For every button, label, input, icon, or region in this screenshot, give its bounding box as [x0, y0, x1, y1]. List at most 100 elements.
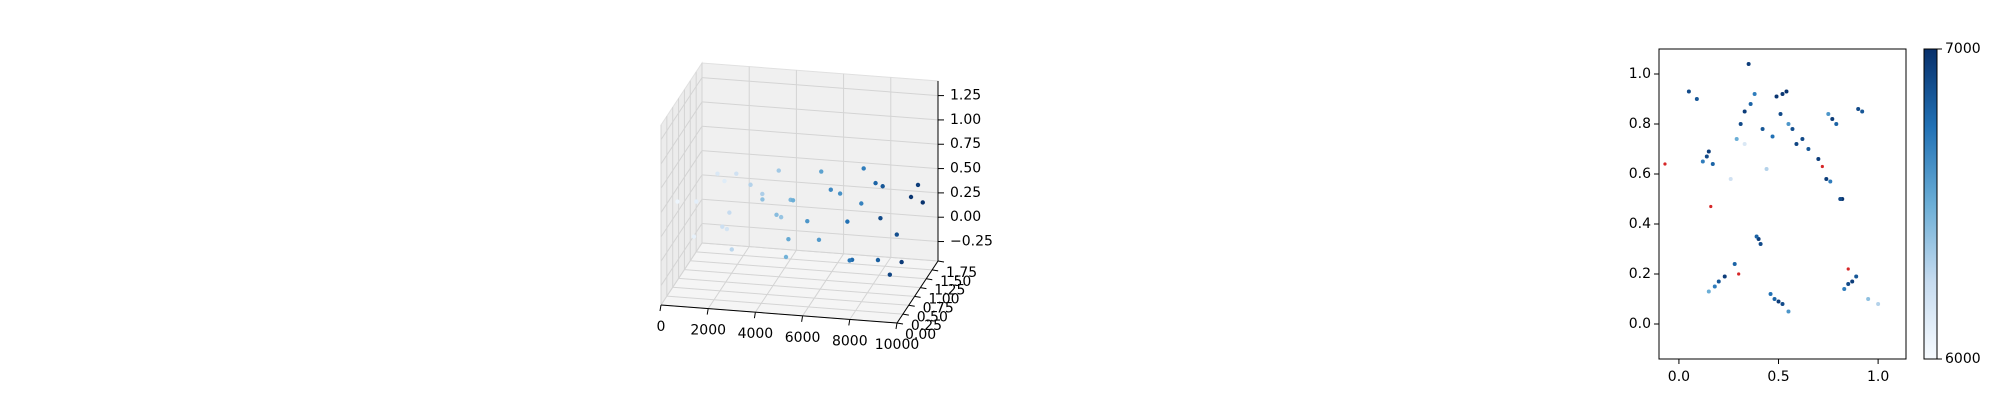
y-tick-label: 0.50	[917, 309, 948, 325]
z-tick-label: 0.00	[950, 209, 981, 225]
z-tick-label: 1.25	[950, 88, 981, 104]
x-tick-label: 6000	[785, 330, 821, 346]
point	[875, 257, 881, 263]
grid-line	[660, 101, 703, 165]
y-tick-label: 0.25	[911, 318, 942, 334]
point	[1866, 297, 1871, 301]
y-tick-label: 0.0	[1629, 316, 1651, 332]
point	[1824, 177, 1829, 181]
x-tick-label: 1.0	[1867, 369, 1889, 385]
point	[760, 197, 765, 202]
point	[1716, 279, 1721, 284]
y-tick-label: 0.6	[1629, 166, 1651, 182]
point	[1732, 262, 1737, 266]
point	[720, 224, 725, 229]
z-tick-label: −0.25	[950, 234, 993, 250]
point	[1700, 159, 1705, 164]
grid-line	[754, 249, 797, 313]
point	[805, 218, 810, 224]
grid-line	[678, 277, 915, 297]
grid-line	[701, 77, 939, 97]
point	[1794, 142, 1799, 146]
tick-mark	[896, 322, 904, 325]
point	[1768, 292, 1773, 296]
grid-line	[660, 174, 703, 238]
point	[786, 236, 791, 242]
point	[1776, 299, 1781, 304]
point	[694, 199, 699, 204]
point	[1778, 112, 1783, 116]
point	[1774, 94, 1779, 99]
y-tick-label: 0.2	[1629, 266, 1651, 282]
point	[1734, 137, 1739, 141]
point	[1856, 107, 1861, 111]
point	[1784, 89, 1789, 94]
point	[1834, 122, 1839, 126]
point	[1828, 179, 1833, 184]
point	[894, 232, 899, 237]
point	[915, 182, 921, 188]
colorbar-tick-label: 6000	[1945, 351, 1981, 367]
point	[1786, 122, 1791, 126]
point	[837, 191, 843, 196]
point	[1780, 92, 1785, 96]
grid-line	[660, 125, 703, 189]
y-tick-label: 1.50	[940, 274, 971, 290]
z-tick-label: 0.25	[950, 185, 981, 201]
point	[1746, 62, 1751, 66]
point	[778, 214, 784, 220]
point	[1760, 127, 1765, 131]
tick-mark	[895, 322, 898, 330]
tick-mark	[908, 304, 915, 307]
point	[1748, 102, 1753, 106]
point	[1742, 142, 1747, 146]
point	[1710, 162, 1715, 166]
point	[1694, 97, 1699, 101]
grid-line	[660, 77, 703, 140]
point	[1722, 274, 1727, 279]
y-axis-line	[896, 260, 939, 324]
x-tick-label: 0	[657, 319, 666, 335]
point	[1738, 122, 1743, 126]
grid-line	[660, 150, 703, 213]
highlight-point	[1663, 162, 1667, 166]
point	[1842, 287, 1847, 291]
grid-line	[690, 260, 927, 280]
point	[887, 272, 893, 277]
tick-mark	[848, 319, 851, 326]
grid-line	[660, 198, 703, 262]
point	[845, 219, 850, 224]
point	[1806, 147, 1811, 151]
grid-line	[802, 253, 845, 317]
y-tick-label: 1.00	[928, 292, 959, 308]
grid-line	[672, 286, 909, 306]
grid-line	[696, 251, 933, 271]
grid-line	[701, 242, 939, 262]
grid-line	[707, 246, 750, 309]
point	[776, 168, 781, 173]
grid-line	[701, 125, 939, 145]
point	[816, 237, 822, 242]
point	[1686, 89, 1691, 94]
point	[790, 198, 796, 203]
x-tick-label: 10000	[875, 337, 920, 353]
tick-mark	[902, 313, 909, 316]
y-tick-label: 0.75	[923, 300, 954, 316]
point	[908, 194, 914, 200]
tick-mark	[937, 260, 945, 263]
point	[783, 254, 789, 260]
grid-line	[701, 174, 939, 194]
tick-mark	[801, 315, 804, 322]
point	[1854, 274, 1859, 279]
plot-frame	[1658, 48, 1907, 360]
y-tick-label: 1.0	[1629, 66, 1651, 82]
point	[691, 234, 697, 239]
tick-mark	[659, 304, 662, 312]
point	[873, 180, 878, 186]
tick-mark	[706, 308, 709, 315]
tick-mark	[920, 287, 927, 290]
grid-line	[666, 295, 903, 315]
grid-line	[701, 223, 939, 243]
x-tick-label: 0.5	[1767, 369, 1789, 385]
grid-line	[701, 150, 939, 170]
